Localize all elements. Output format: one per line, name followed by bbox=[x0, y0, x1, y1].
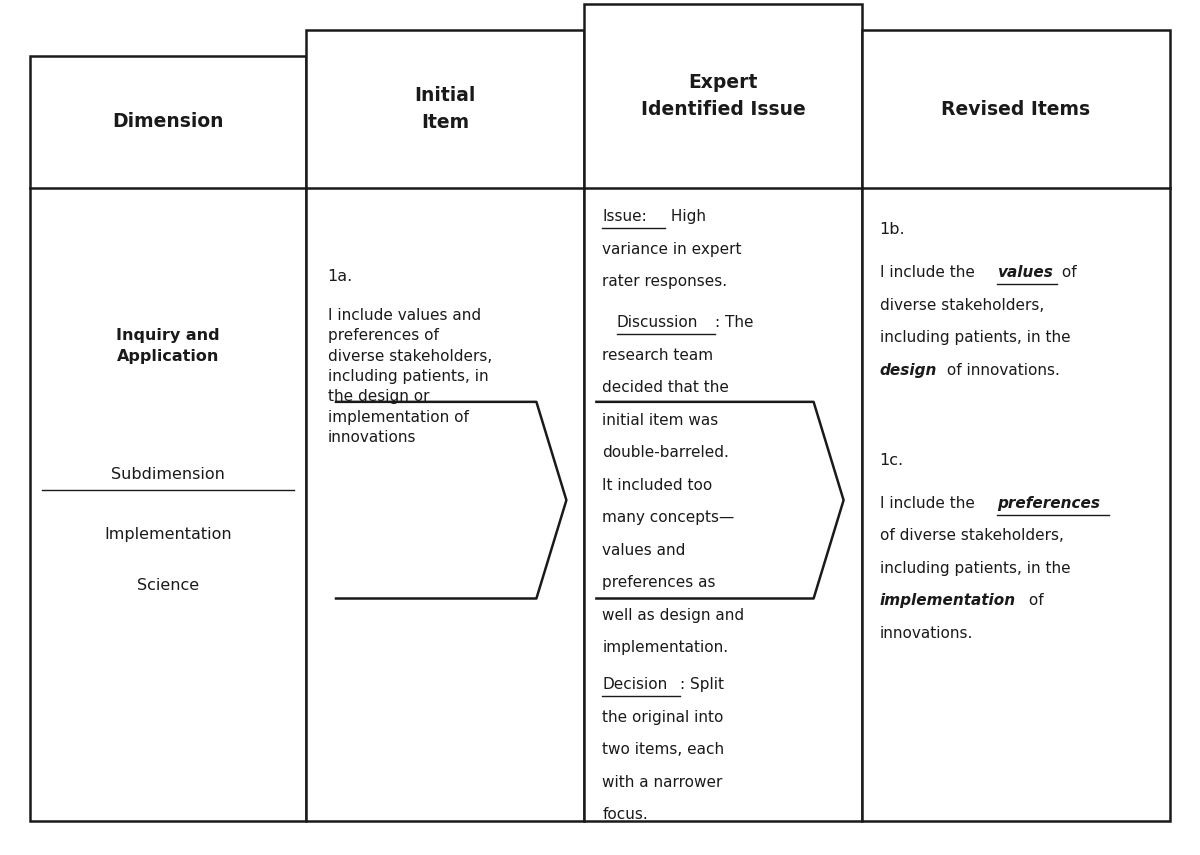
Text: : Split: : Split bbox=[680, 677, 725, 693]
Text: : The: : The bbox=[715, 315, 754, 331]
Text: many concepts—: many concepts— bbox=[602, 510, 734, 526]
Text: focus.: focus. bbox=[602, 807, 648, 823]
Text: Discussion: Discussion bbox=[617, 315, 698, 331]
Text: I include the: I include the bbox=[880, 265, 979, 280]
Text: 1a.: 1a. bbox=[328, 269, 353, 285]
Text: implementation: implementation bbox=[880, 593, 1015, 609]
Text: research team: research team bbox=[602, 348, 714, 363]
Text: of diverse stakeholders,: of diverse stakeholders, bbox=[880, 528, 1063, 544]
Text: of innovations.: of innovations. bbox=[942, 363, 1060, 378]
Text: Dimension: Dimension bbox=[113, 112, 223, 132]
Text: design: design bbox=[880, 363, 937, 378]
Text: variance in expert: variance in expert bbox=[602, 242, 742, 257]
Text: well as design and: well as design and bbox=[602, 608, 744, 623]
Text: preferences: preferences bbox=[997, 496, 1100, 511]
Text: 1b.: 1b. bbox=[880, 222, 905, 238]
Text: two items, each: two items, each bbox=[602, 742, 725, 758]
Text: including patients, in the: including patients, in the bbox=[880, 330, 1070, 345]
Text: Decision: Decision bbox=[602, 677, 667, 693]
Bar bbox=[862, 30, 1170, 821]
Text: Issue:: Issue: bbox=[602, 209, 647, 225]
Text: diverse stakeholders,: diverse stakeholders, bbox=[880, 298, 1044, 313]
Text: rater responses.: rater responses. bbox=[602, 274, 727, 290]
Text: preferences as: preferences as bbox=[602, 575, 716, 591]
Text: Subdimension: Subdimension bbox=[112, 467, 224, 482]
Text: I include the: I include the bbox=[880, 496, 979, 511]
Bar bbox=[584, 4, 862, 821]
Text: High: High bbox=[666, 209, 706, 225]
Text: Implementation: Implementation bbox=[104, 527, 232, 542]
Text: innovations.: innovations. bbox=[880, 626, 973, 641]
Text: values and: values and bbox=[602, 543, 685, 558]
Text: Revised Items: Revised Items bbox=[941, 99, 1091, 119]
Text: implementation.: implementation. bbox=[602, 640, 728, 656]
Text: values: values bbox=[997, 265, 1054, 280]
Text: the original into: the original into bbox=[602, 710, 724, 725]
Text: initial item was: initial item was bbox=[602, 413, 719, 428]
Bar bbox=[30, 56, 306, 821]
Text: decided that the: decided that the bbox=[602, 380, 730, 396]
Text: with a narrower: with a narrower bbox=[602, 775, 722, 790]
Text: double-barreled.: double-barreled. bbox=[602, 445, 730, 461]
Text: 1c.: 1c. bbox=[880, 453, 904, 469]
Text: Expert
Identified Issue: Expert Identified Issue bbox=[641, 74, 805, 119]
Text: I include values and
preferences of
diverse stakeholders,
including patients, in: I include values and preferences of dive… bbox=[328, 308, 492, 445]
Bar bbox=[306, 30, 584, 821]
Text: Initial
Item: Initial Item bbox=[414, 86, 476, 132]
Text: including patients, in the: including patients, in the bbox=[880, 561, 1070, 576]
Text: It included too: It included too bbox=[602, 478, 713, 493]
Text: Science: Science bbox=[137, 578, 199, 593]
Text: of: of bbox=[1057, 265, 1076, 280]
Text: Inquiry and
Application: Inquiry and Application bbox=[116, 328, 220, 364]
Text: of: of bbox=[1024, 593, 1043, 609]
